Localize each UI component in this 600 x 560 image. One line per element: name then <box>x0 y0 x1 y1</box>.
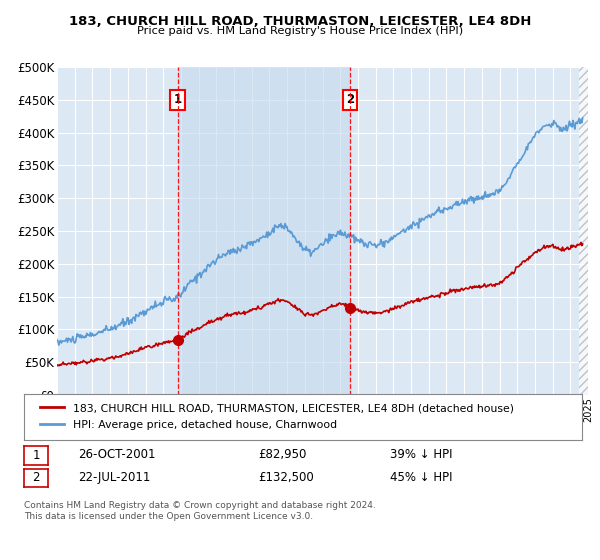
Text: 1: 1 <box>173 94 182 106</box>
Legend: 183, CHURCH HILL ROAD, THURMASTON, LEICESTER, LE4 8DH (detached house), HPI: Ave: 183, CHURCH HILL ROAD, THURMASTON, LEICE… <box>35 398 520 436</box>
Text: 39% ↓ HPI: 39% ↓ HPI <box>390 448 452 461</box>
Text: Contains HM Land Registry data © Crown copyright and database right 2024.
This d: Contains HM Land Registry data © Crown c… <box>24 501 376 521</box>
Text: £132,500: £132,500 <box>258 470 314 484</box>
Text: 1: 1 <box>32 449 40 462</box>
Text: 2: 2 <box>32 472 40 484</box>
Text: Price paid vs. HM Land Registry's House Price Index (HPI): Price paid vs. HM Land Registry's House … <box>137 26 463 36</box>
Bar <box>178 67 350 395</box>
Text: £82,950: £82,950 <box>258 448 307 461</box>
Text: 45% ↓ HPI: 45% ↓ HPI <box>390 470 452 484</box>
Text: 2: 2 <box>346 94 354 106</box>
Text: 183, CHURCH HILL ROAD, THURMASTON, LEICESTER, LE4 8DH: 183, CHURCH HILL ROAD, THURMASTON, LEICE… <box>69 15 531 27</box>
Text: 22-JUL-2011: 22-JUL-2011 <box>78 470 151 484</box>
Text: 26-OCT-2001: 26-OCT-2001 <box>78 448 155 461</box>
